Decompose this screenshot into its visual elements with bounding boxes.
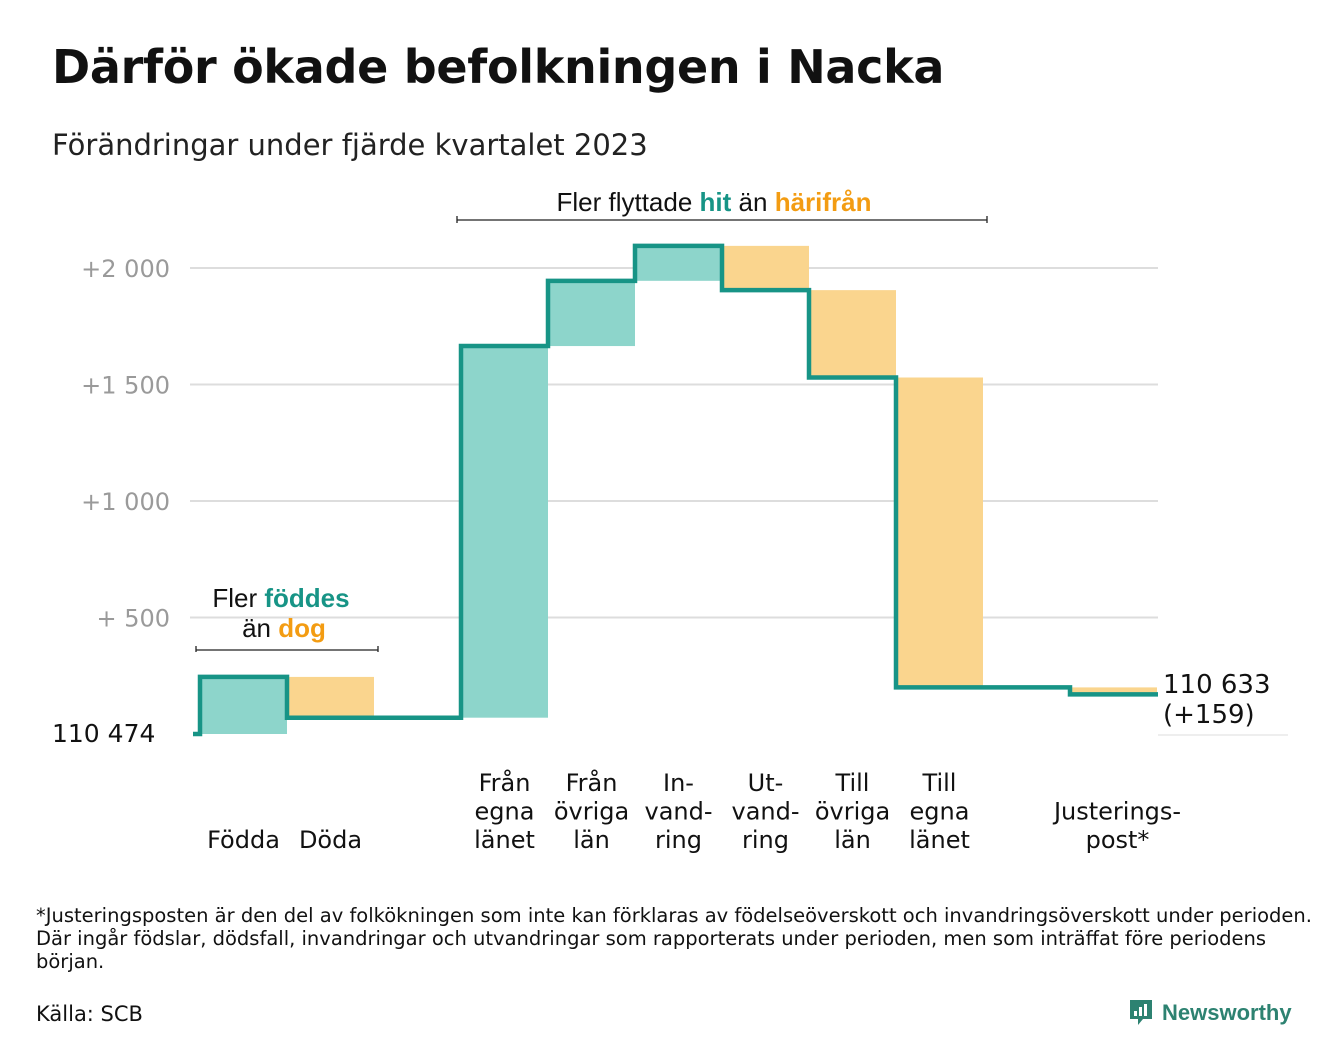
newsworthy-logo-icon [1130,1000,1152,1025]
category-label: post* [1086,826,1150,854]
migration-bracket [456,216,988,223]
category-label: övriga [554,798,629,826]
y-tick-label: +2 000 [81,255,170,283]
migration-annotation: Fler flyttade hit än härifrån [556,187,871,217]
category-label: ring [742,826,789,854]
category-label: övriga [815,798,890,826]
category-label: Från [479,768,531,797]
bar [635,245,722,281]
y-tick-label: + 500 [96,605,170,633]
waterfall-chart: + 500 +1 000 +1 500 +2 000 110 474 110 633(+1… [52,187,1288,854]
start-value-label: 110 474 [52,719,155,748]
category-label: länet [474,826,535,854]
bar [548,280,635,347]
chart-subtitle: Förändringar under fjärde kvartalet 2023 [52,128,648,162]
category-label: egna [910,798,970,826]
births-bracket [195,646,379,652]
births-annotation-line2: än dog [242,613,326,643]
brand-name: Newsworthy [1162,1000,1292,1025]
bar [200,676,287,734]
category-label: In- [663,769,694,797]
category-label: Till [835,769,870,797]
category-label: län [573,826,610,854]
bar [461,346,548,718]
y-tick-label: +1 000 [81,488,170,516]
bar [896,377,983,688]
cumulative-step-line [193,243,1158,737]
bar [722,245,809,291]
category-label: länet [909,826,970,854]
category-label: Till [922,769,957,797]
category-label: vand- [644,798,712,826]
chart-title: Därför ökade befolkningen i Nacka [52,40,945,94]
y-tick-label: +1 500 [81,372,170,400]
footnote: *Justeringsposten är den del av folkökni… [36,904,1312,973]
category-label: Döda [299,826,362,854]
bar [809,290,896,378]
end-value-label: 110 633 [1163,670,1271,700]
category-label: Justerings- [1052,798,1181,826]
category-label: vand- [731,798,799,826]
births-annotation-line1: Fler föddes [212,583,349,613]
bar [1070,687,1157,695]
category-label: Födda [207,826,280,854]
category-label: ring [655,826,702,854]
bar [287,676,374,718]
end-change-label: (+159) [1163,700,1255,730]
source-label: Källa: SCB [36,1002,143,1026]
category-label: län [834,826,871,854]
newsworthy-brand[interactable]: Newsworthy [1128,998,1292,1028]
category-label: Ut- [748,769,784,797]
category-label: Från [566,768,618,797]
category-label: egna [475,798,535,826]
